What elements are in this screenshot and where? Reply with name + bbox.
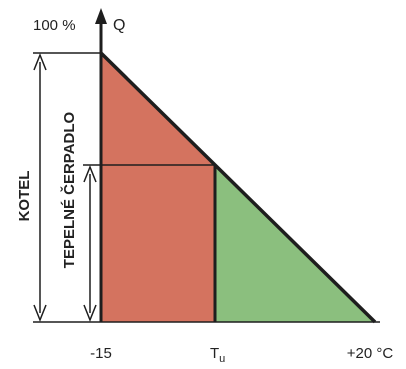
y-axis-arrow-icon bbox=[95, 8, 107, 24]
x-tick-right: +20 °C bbox=[347, 345, 394, 362]
y-top-label: 100 % bbox=[33, 17, 76, 34]
heat-demand-line bbox=[99, 51, 377, 324]
heatpump-label: TEPELNÉ ČERPADLO bbox=[60, 111, 78, 268]
x-tick-tu-main: T bbox=[210, 345, 219, 362]
x-tick-left: -15 bbox=[90, 345, 112, 362]
x-tick-tu: Tu bbox=[210, 345, 225, 365]
kotel-bracket-bottom-arrow-icon bbox=[33, 304, 47, 323]
kotel-label: KOTEL bbox=[16, 171, 33, 222]
kotel-bracket-top-arrow-icon bbox=[33, 52, 47, 71]
boiler-region bbox=[101, 53, 215, 322]
heatpump-bracket-bottom-arrow-icon bbox=[83, 304, 97, 323]
y-axis-label: Q bbox=[113, 17, 125, 34]
x-tick-tu-sub: u bbox=[219, 353, 225, 365]
heatpump-bracket-top-arrow-icon bbox=[83, 164, 97, 183]
